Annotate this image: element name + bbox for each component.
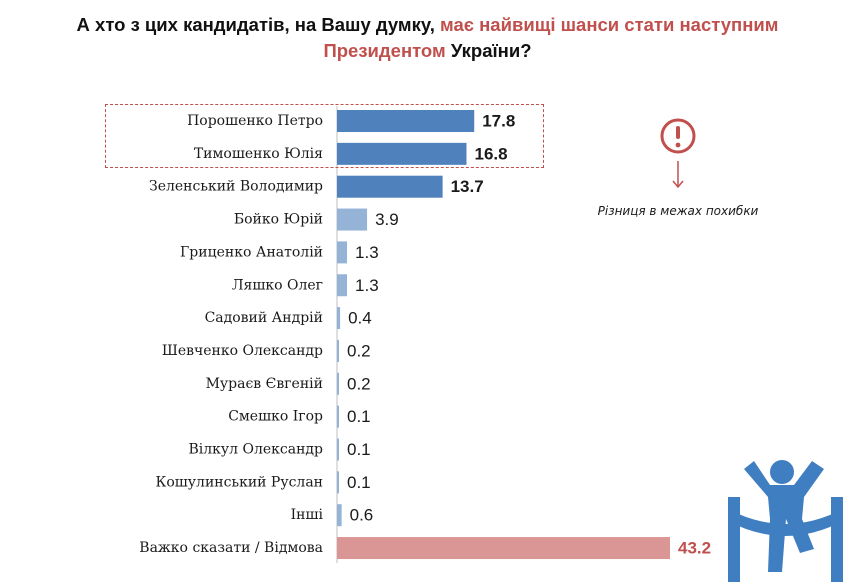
category-label: Зеленський Володимир [149,179,323,195]
bar [337,241,348,264]
bar [337,142,467,165]
title-accent1: має найвищі шанси стати наступним [440,14,779,35]
data-label: 0.1 [347,407,371,426]
margin-of-error-text: Різниця в межах похибки [597,204,759,218]
data-label: 13.7 [451,177,484,196]
category-label: Інші [291,507,324,523]
title-part2: України? [450,40,532,61]
category-label: Порошенко Петро [187,113,323,129]
exclamation-icon [660,118,696,189]
bar [337,339,339,362]
bar [337,504,342,527]
bar [337,471,339,494]
data-label: 3.9 [375,210,399,229]
data-label: 43.2 [678,539,711,558]
data-label: 1.3 [355,276,379,295]
data-label: 17.8 [482,112,515,131]
category-label: Садовий Андрій [205,310,323,326]
title-part1: А хто з цих кандидатів, на Вашу думку, [76,14,435,35]
data-label: 0.1 [347,440,371,459]
bar [337,110,475,132]
bar [337,405,339,428]
category-label: Гриценко Анатолій [180,244,323,260]
category-label: Кошулинський Руслан [156,474,323,490]
data-label: 0.4 [348,309,372,328]
data-label: 16.8 [475,144,508,163]
data-label: 0.1 [347,473,371,492]
bar [337,372,339,395]
data-label: 0.2 [347,374,371,393]
category-label: Тимошенко Юлія [194,146,323,162]
margin-of-error-note: Різниця в межах похибки [592,118,764,218]
category-label: Вілкул Олександр [189,442,324,458]
data-label: 1.3 [355,243,379,262]
bar [337,274,348,297]
chart-title: А хто з цих кандидатів, на Вашу думку, м… [0,12,855,64]
bar [337,537,670,560]
bar [337,175,443,198]
category-label: Важко сказати / Відмова [139,540,323,556]
bar [337,438,339,461]
category-label: Ляшко Олег [232,277,323,293]
category-label: Смешко Ігор [228,409,323,425]
category-label: Шевченко Олександр [162,343,323,359]
category-label: Бойко Юрій [234,212,323,228]
category-label: Мураєв Євгеній [206,376,323,392]
title-accent2: Президентом [323,40,446,61]
data-label: 0.6 [350,506,374,525]
top-two-highlight-box [105,104,544,168]
data-label: 0.2 [347,341,371,360]
finish-line-logo-icon [728,460,843,582]
bar [337,307,341,330]
bar [337,208,368,231]
